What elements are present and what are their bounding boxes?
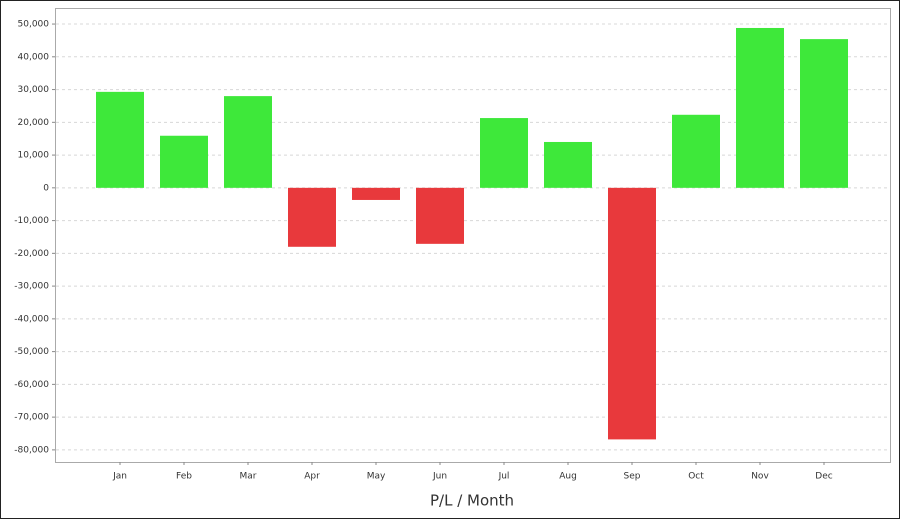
- bar: [288, 187, 336, 247]
- y-tick-label: -50,000: [14, 347, 49, 357]
- bar: [416, 187, 464, 244]
- x-tick-label: Feb: [176, 472, 192, 482]
- y-tick-label: -30,000: [14, 282, 49, 292]
- bar: [160, 135, 208, 188]
- x-tick-label: Jan: [112, 472, 127, 482]
- x-tick-label: Nov: [751, 472, 769, 482]
- bar: [480, 118, 528, 188]
- y-tick-label: 10,000: [18, 151, 50, 161]
- bar: [224, 96, 272, 188]
- y-tick-label: -70,000: [14, 413, 49, 423]
- bar: [672, 114, 720, 188]
- x-tick-label: Jun: [432, 472, 447, 482]
- bar: [544, 141, 592, 188]
- y-tick-label: -20,000: [14, 249, 49, 259]
- x-tick-label: Sep: [624, 472, 641, 482]
- bar: [800, 39, 848, 188]
- x-tick-label: Oct: [688, 472, 704, 482]
- x-tick-label: May: [367, 472, 386, 482]
- y-tick-label: -80,000: [14, 445, 49, 455]
- bar: [96, 91, 144, 188]
- x-tick-label: Dec: [815, 472, 832, 482]
- x-tick-label: Aug: [559, 472, 577, 482]
- y-tick-label: 40,000: [18, 52, 50, 62]
- x-tick-label: Apr: [304, 472, 320, 482]
- x-tick-label: Mar: [240, 472, 257, 482]
- y-tick-label: -10,000: [14, 216, 49, 226]
- plot-area: [55, 8, 891, 463]
- bar: [608, 187, 656, 440]
- y-tick-label: -40,000: [14, 314, 49, 324]
- chart-title: P/L / Month: [430, 492, 514, 510]
- y-tick-label: 30,000: [18, 85, 50, 95]
- bar: [352, 187, 400, 200]
- bar: [736, 27, 784, 188]
- y-tick-label: 0: [43, 183, 49, 193]
- y-tick-label: 20,000: [18, 118, 50, 128]
- y-tick-label: 50,000: [18, 20, 50, 30]
- x-tick-label: Jul: [498, 472, 510, 482]
- y-tick-label: -60,000: [14, 380, 49, 390]
